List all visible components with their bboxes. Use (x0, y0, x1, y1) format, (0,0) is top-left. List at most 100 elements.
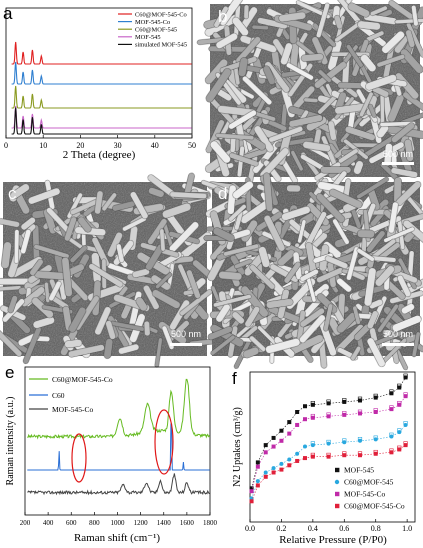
raman-legend: C60@MOF-545-Co C60 MOF-545-Co (29, 375, 113, 414)
sem-rod (103, 338, 114, 359)
raman-line-2 (27, 473, 210, 496)
sem-rod (353, 160, 364, 175)
isotherm-desorption-point (397, 383, 402, 388)
sem-rod (366, 230, 386, 253)
raman-tick-label: 1200 (134, 519, 149, 527)
sem-rod (20, 217, 36, 231)
isotherm-legend-marker (335, 467, 340, 473)
sem-rod (376, 54, 406, 68)
sem-b-scalebar-text: 500 nm (383, 149, 413, 159)
sem-rod (210, 334, 236, 356)
isotherm-point (263, 474, 268, 479)
isotherm-desorption-point (357, 451, 363, 456)
sem-rod (244, 306, 260, 328)
sem-rod (249, 335, 267, 352)
sem-rod (234, 258, 253, 269)
sem-rod (240, 285, 269, 318)
xrd-legend-label: C60@MOF-545 (135, 27, 177, 34)
isotherm-legend-label: C60@MOF-545-Co (344, 502, 405, 511)
sem-rod (13, 229, 20, 264)
sem-rod (370, 5, 388, 16)
panel-a-xlabel: 2 Theta (degree) (63, 149, 136, 161)
isotherm-point (295, 458, 300, 463)
sem-rod (283, 261, 301, 284)
sem-rod (215, 133, 255, 141)
sem-c-scalebar (170, 343, 202, 346)
sem-rod (257, 17, 288, 30)
xrd-tick-label: 10 (39, 141, 47, 150)
sem-rod (228, 109, 257, 130)
sem-rod (277, 249, 296, 267)
sem-b-scalebar (382, 162, 414, 165)
sem-rod (411, 331, 421, 358)
sem-rod (151, 289, 181, 309)
isotherm-legend-marker (335, 491, 340, 497)
sem-rod (20, 229, 32, 254)
panel-a-axes (5, 7, 193, 139)
sem-rod (116, 243, 125, 263)
sem-rod (401, 303, 415, 315)
sem-rod (232, 180, 254, 199)
sem-rod (263, 172, 274, 212)
isotherm-legend-label: C60@MOF-545 (344, 478, 394, 487)
isotherm-desorption-point (373, 408, 378, 413)
panel-a: a 0 10 20 30 40 50 2 Theta (degree) C60@MOF-5… (3, 4, 196, 161)
raman-legend-label: C60 (52, 391, 65, 400)
sem-rod (350, 345, 362, 361)
xrd-tick-label: 0 (4, 141, 8, 150)
sem-rod (368, 103, 377, 118)
sem-rod (68, 344, 105, 358)
sem-rod (299, 314, 326, 344)
panel-d-label: d (218, 184, 227, 203)
xrd-line-4 (11, 107, 192, 135)
sem-rod (365, 74, 397, 91)
isotherm-line (251, 396, 406, 492)
sem-d-scalebar (382, 343, 414, 346)
sem-rod (213, 5, 229, 28)
panel-d: d 500 nm (200, 170, 423, 371)
sem-rod (251, 24, 269, 31)
sem-rod (155, 272, 173, 289)
sem-rod (265, 338, 301, 354)
isotherm-tick-label: 0.6 (339, 524, 349, 533)
sem-rod (186, 269, 201, 299)
sem-rod (347, 2, 370, 18)
isotherm-desorption-point (357, 436, 363, 442)
sem-rod (223, 243, 260, 257)
isotherm-desorption-point (373, 393, 378, 399)
raman-tick-label: 1600 (180, 519, 195, 527)
sem-rod (383, 143, 393, 166)
sem-c-scalebar-text: 500 nm (171, 329, 201, 339)
sem-rod (397, 274, 412, 298)
xrd-line-3 (11, 105, 192, 129)
sem-rod (336, 277, 352, 293)
raman-line-0 (27, 378, 211, 440)
xrd-legend-label: simulated MOF-545 (135, 42, 187, 49)
sem-rod (159, 228, 166, 252)
panel-e: e 200 400 600 800 1000 1200 1400 1600 1800 Raman… (5, 363, 218, 544)
sem-rod (346, 246, 360, 281)
panel-e-xlabel: Raman shift (cm⁻¹) (74, 532, 160, 544)
isotherm-point (249, 499, 254, 504)
sem-rod (333, 14, 343, 30)
sem-rod (327, 120, 337, 141)
isotherm-point (255, 464, 260, 469)
isotherm-desorption-point (373, 435, 378, 440)
sem-rod (388, 201, 399, 234)
sem-rod (400, 48, 423, 74)
panel-b: b 500 nm (196, 0, 423, 186)
sem-rod (299, 307, 325, 328)
isotherm-tick-label: 0.2 (276, 524, 286, 533)
xrd-patterns (11, 41, 192, 135)
xrd-legend-label: MOF-545-Co (135, 19, 170, 26)
sem-rod (105, 320, 116, 340)
sem-rod (278, 11, 307, 23)
sem-rod (262, 65, 276, 85)
sem-rod (29, 258, 44, 276)
sem-rod (243, 4, 250, 20)
sem-rod (392, 315, 422, 332)
isotherm-desorption-point (403, 373, 408, 378)
sem-rod (118, 343, 140, 355)
raman-tick-label: 1400 (157, 519, 172, 527)
sem-d-rods (200, 170, 423, 371)
